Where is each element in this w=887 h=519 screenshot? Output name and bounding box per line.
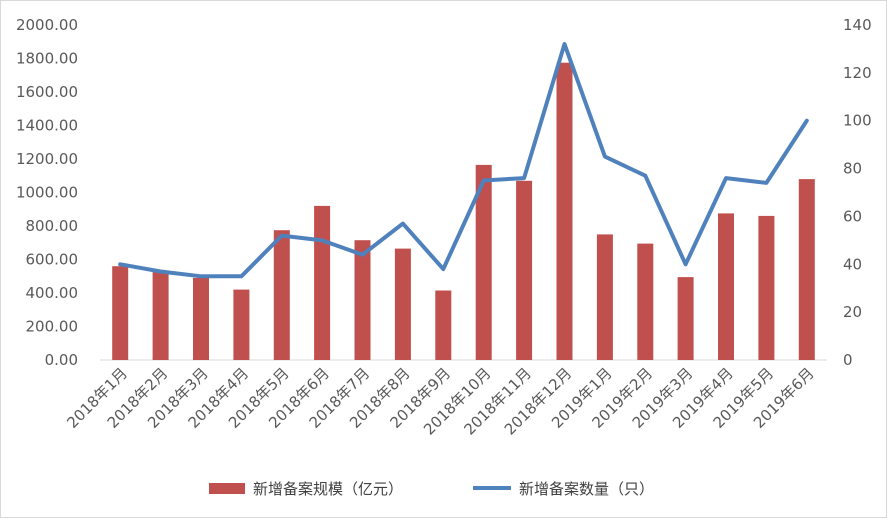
bar	[314, 205, 331, 360]
bar	[758, 215, 775, 360]
bar	[556, 62, 573, 360]
left-tick-label: 1600.00	[16, 83, 78, 101]
x-axis-ticks: 2018年1月2018年2月2018年3月2018年4月2018年5月2018年…	[63, 364, 817, 438]
legend-swatch-bar	[209, 483, 245, 494]
bar	[112, 266, 129, 360]
bar	[798, 179, 815, 360]
bar	[193, 277, 209, 360]
bar	[152, 272, 169, 360]
right-tick-label: 40	[843, 255, 862, 273]
left-tick-label: 1200.00	[16, 150, 78, 168]
left-tick-label: 1800.00	[16, 50, 78, 68]
right-axis-ticks: 0 20 40 60 80 100 120 140	[843, 16, 872, 369]
bar	[394, 248, 411, 360]
left-tick-label: 800.00	[26, 217, 79, 235]
right-tick-label: 20	[843, 303, 862, 321]
bar-series	[112, 62, 815, 360]
legend: 新增备案规模（亿元） 新增备案数量（只）	[209, 480, 654, 498]
bar	[233, 289, 250, 360]
legend-label-line: 新增备案数量（只）	[519, 480, 654, 498]
bar	[273, 230, 290, 360]
bar	[677, 277, 694, 360]
left-tick-label: 2000.00	[16, 16, 78, 34]
bar	[435, 290, 452, 360]
left-tick-label: 600.00	[26, 251, 79, 269]
right-tick-label: 0	[843, 351, 853, 369]
right-tick-label: 100	[843, 112, 872, 130]
legend-label-bar: 新增备案规模（亿元）	[253, 480, 403, 498]
bar	[354, 240, 371, 360]
right-tick-label: 120	[843, 64, 872, 82]
bar	[516, 180, 533, 360]
series-line	[118, 42, 809, 279]
left-tick-label: 0.00	[45, 351, 78, 369]
right-tick-label: 80	[843, 160, 862, 178]
line-series	[118, 42, 809, 279]
left-tick-label: 1000.00	[16, 184, 78, 202]
bar	[637, 243, 654, 360]
bar	[718, 213, 734, 360]
left-tick-label: 200.00	[26, 318, 79, 336]
right-tick-label: 140	[843, 16, 872, 34]
left-tick-label: 1400.00	[16, 117, 78, 135]
left-axis-ticks: 0.00 200.00 400.00 600.00 800.00 1000.00 1200.…	[16, 16, 78, 369]
bar	[596, 234, 613, 360]
right-tick-label: 60	[843, 207, 862, 225]
left-tick-label: 400.00	[26, 284, 79, 302]
bar	[475, 164, 492, 360]
